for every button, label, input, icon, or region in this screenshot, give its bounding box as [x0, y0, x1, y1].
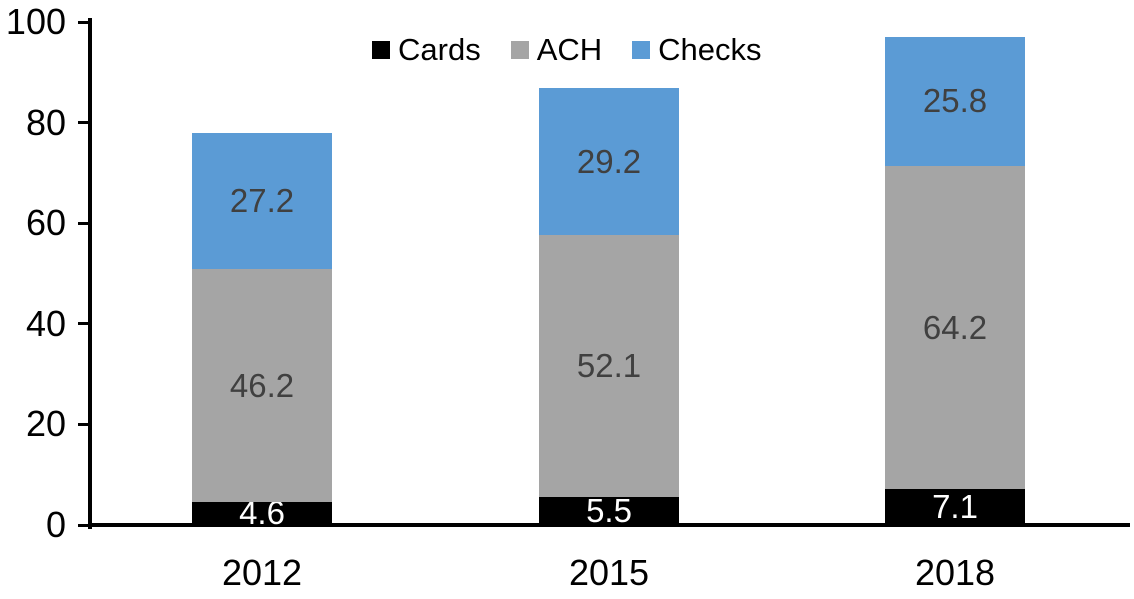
y-axis-tick — [78, 523, 90, 527]
bar-segment-cards-2015 — [539, 497, 679, 525]
x-axis-category-label: 2015 — [568, 552, 650, 593]
legend-label: Checks — [658, 32, 762, 67]
x-axis-category-label: 2012 — [221, 552, 303, 593]
x-axis-line — [88, 523, 1130, 527]
y-axis-tick — [78, 322, 90, 326]
legend-item-ach: ACH — [510, 32, 603, 67]
bar-segment-cards-2018 — [885, 489, 1025, 525]
legend-swatch-cards — [372, 41, 390, 59]
bar-value-label: 25.8 — [922, 82, 988, 120]
legend-item-checks: Checks — [632, 32, 762, 67]
y-axis-tick — [78, 121, 90, 125]
legend-label: Cards — [398, 32, 481, 67]
legend-label: ACH — [536, 32, 603, 67]
bar-value-label: 27.2 — [229, 182, 295, 220]
y-axis-tick — [78, 20, 90, 24]
legend-item-cards: Cards — [372, 33, 481, 67]
bar-value-label: 64.2 — [922, 308, 988, 346]
chart-legend: Cards ACH Checks — [372, 33, 762, 67]
bar-segment-ach-2018 — [885, 166, 1025, 490]
bar-segment-checks-2018 — [885, 36, 1025, 167]
legend-swatch-checks — [632, 41, 651, 59]
bar-segment-checks-2012 — [192, 132, 332, 270]
y-axis-tick-label: 80 — [25, 101, 66, 143]
y-axis-tick-label: 40 — [25, 302, 66, 344]
bar-value-label: 52.1 — [576, 347, 642, 385]
y-axis-tick — [78, 221, 90, 225]
y-axis-tick-label: 60 — [25, 202, 66, 244]
bar-value-label: 7.1 — [932, 488, 978, 526]
bar-segment-ach-2012 — [192, 269, 332, 502]
y-axis-tick-label: 100 — [5, 1, 66, 42]
bar-segment-cards-2012 — [192, 501, 332, 525]
y-axis-tick — [78, 422, 90, 426]
x-axis-category-label: 2018 — [914, 552, 996, 593]
bar-value-label: 5.5 — [586, 492, 632, 530]
bar-segment-ach-2015 — [539, 235, 679, 498]
legend-swatch-ach — [510, 41, 529, 59]
bar-value-label: 46.2 — [229, 366, 295, 404]
y-axis-line — [88, 18, 92, 529]
bar-value-label: 29.2 — [576, 142, 642, 180]
y-axis-tick-label: 20 — [25, 403, 66, 445]
bar-segment-checks-2015 — [539, 88, 679, 236]
y-axis-tick-label: 0 — [45, 504, 66, 545]
